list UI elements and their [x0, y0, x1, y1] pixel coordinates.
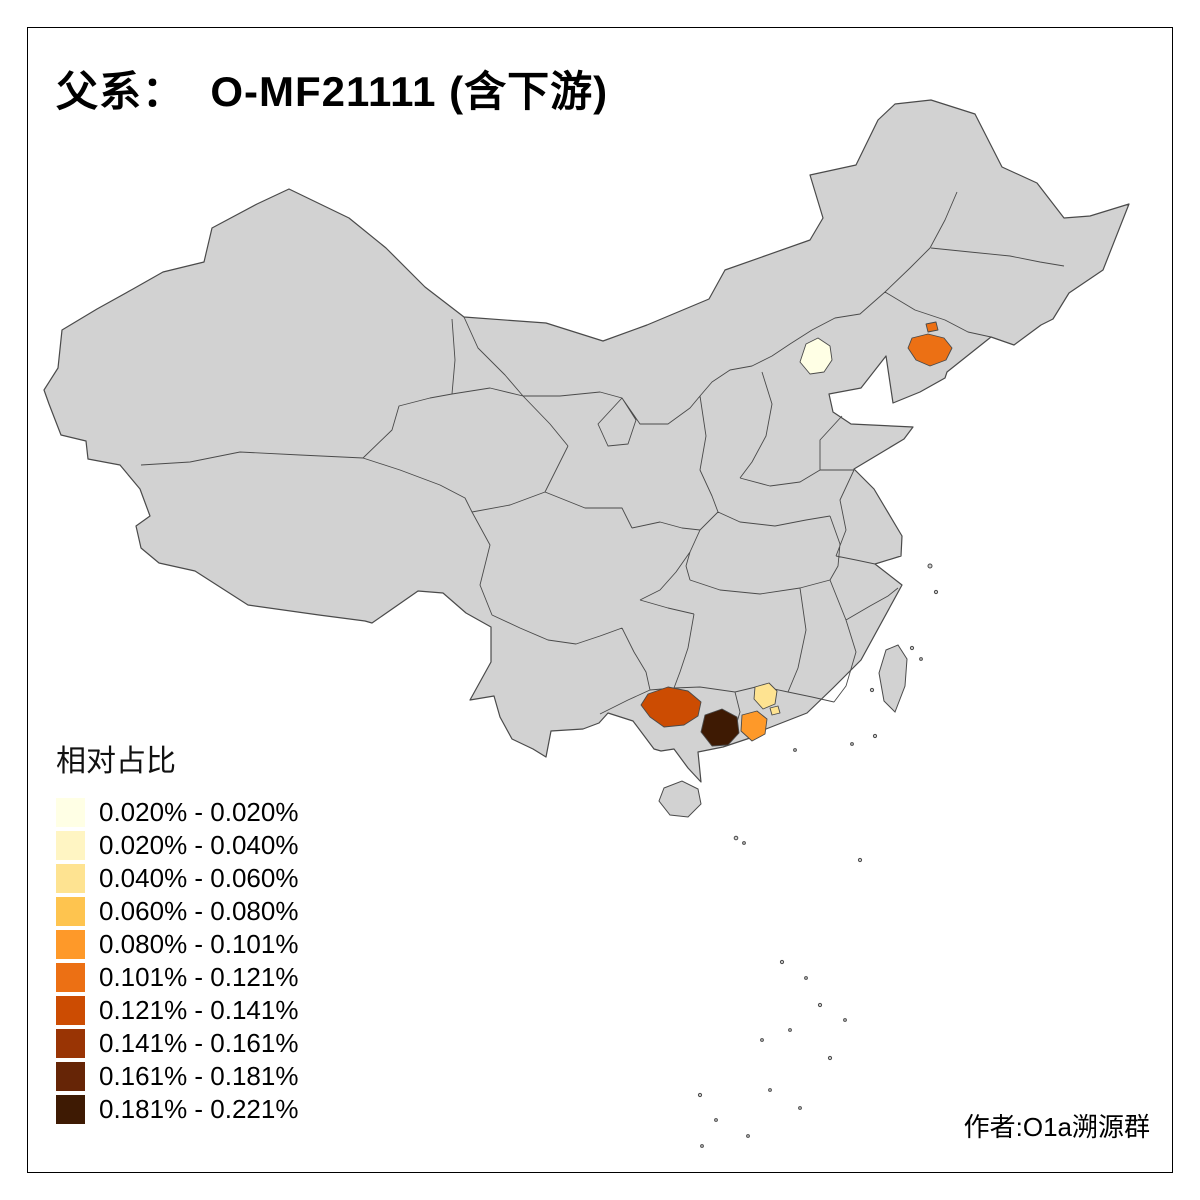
legend-item: 0.141% - 0.161% [56, 1027, 298, 1060]
region-northeast-fragment [925, 321, 939, 333]
region-south-dark [700, 708, 740, 747]
legend-item: 0.161% - 0.181% [56, 1060, 298, 1093]
legend-label: 0.121% - 0.141% [99, 995, 299, 1025]
province-borders [140, 191, 1065, 747]
legend-swatch [56, 798, 85, 827]
legend-label: 0.141% - 0.161% [99, 1028, 299, 1058]
legend-item: 0.121% - 0.141% [56, 994, 298, 1027]
legend-swatch [56, 897, 85, 926]
region-north-pale [799, 337, 833, 375]
legend-items: 0.020% - 0.020% 0.020% - 0.040% 0.040% - 0… [56, 796, 298, 1126]
legend-label: 0.060% - 0.080% [99, 896, 299, 926]
legend-item: 0.181% - 0.221% [56, 1093, 298, 1126]
legend-swatch [56, 1095, 85, 1124]
legend-label: 0.101% - 0.121% [99, 962, 299, 992]
author-credit: 作者:O1a溯源群 [963, 1112, 1150, 1142]
legend-item: 0.060% - 0.080% [56, 895, 298, 928]
hainan-island [658, 780, 702, 818]
sea-islets [697, 563, 939, 1148]
legend-swatch [56, 864, 85, 893]
legend-item: 0.020% - 0.020% [56, 796, 298, 829]
legend-swatch [56, 1062, 85, 1091]
legend-label: 0.181% - 0.221% [99, 1094, 299, 1124]
region-southwest [640, 686, 702, 728]
taiwan-island [878, 644, 908, 713]
legend-label: 0.020% - 0.040% [99, 830, 299, 860]
legend-label: 0.040% - 0.060% [99, 863, 299, 893]
page-title: 父系： O-MF21111 (含下游) [56, 68, 609, 115]
legend-swatch [56, 996, 85, 1025]
legend-swatch [56, 1029, 85, 1058]
legend-item: 0.020% - 0.040% [56, 829, 298, 862]
highlighted-regions [640, 321, 953, 747]
region-south-paleyellow [753, 682, 778, 710]
region-south-orange [740, 710, 768, 742]
legend-item: 0.040% - 0.060% [56, 862, 298, 895]
legend-title: 相对占比 [56, 745, 176, 778]
legend: 相对占比 0.020% - 0.020% 0.020% - 0.040% 0.040… [56, 736, 298, 1126]
legend-swatch [56, 831, 85, 860]
legend-label: 0.161% - 0.181% [99, 1061, 299, 1091]
region-south-paleyellow-fragment [769, 705, 781, 716]
region-northeast [907, 333, 953, 367]
mainland-landmass [43, 99, 1130, 783]
legend-swatch [56, 930, 85, 959]
legend-item: 0.101% - 0.121% [56, 961, 298, 994]
legend-swatch [56, 963, 85, 992]
legend-label: 0.020% - 0.020% [99, 797, 299, 827]
legend-label: 0.080% - 0.101% [99, 929, 299, 959]
legend-item: 0.080% - 0.101% [56, 928, 298, 961]
